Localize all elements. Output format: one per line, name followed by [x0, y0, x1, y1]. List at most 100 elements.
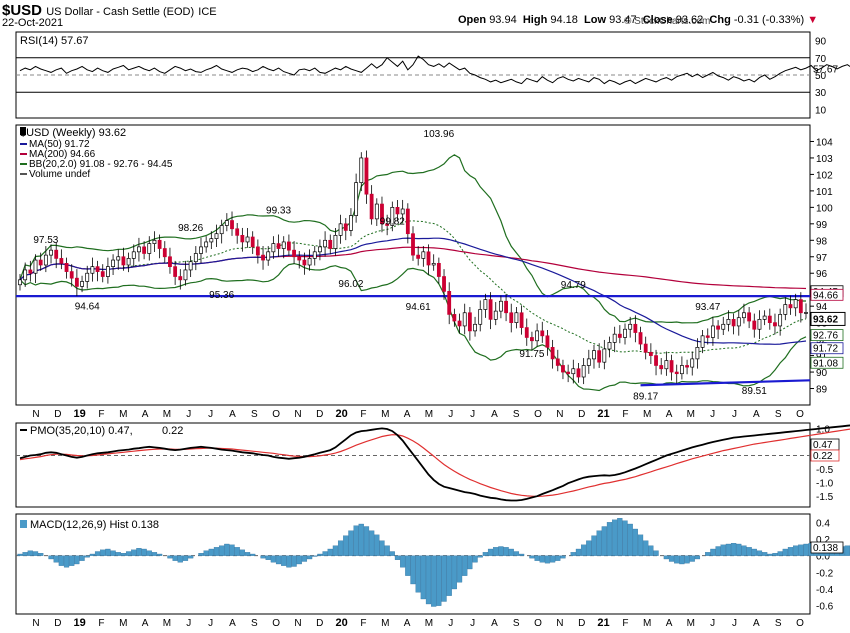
- macd-hist-bar: [291, 555, 297, 567]
- candle: [90, 257, 95, 282]
- x-axis-label: M: [687, 409, 695, 420]
- x-axis-label: M: [119, 409, 127, 420]
- candle-down: [168, 256, 172, 267]
- candle: [204, 236, 209, 253]
- candle: [405, 203, 410, 244]
- value-tag-box: [810, 288, 844, 301]
- candle-down: [255, 246, 260, 256]
- x-axis-label: N: [294, 618, 301, 629]
- pmo-signal-line: [19, 428, 850, 498]
- candle: [452, 308, 457, 327]
- candle: [602, 339, 607, 370]
- macd-hist-bar: [632, 528, 638, 556]
- macd-hist-bar: [544, 555, 551, 564]
- rsi-tick-label: 10: [815, 105, 827, 116]
- candle: [162, 241, 167, 263]
- candle-down: [230, 220, 234, 230]
- candle-up: [762, 315, 767, 320]
- candle: [224, 213, 229, 232]
- x-axis-label: O: [272, 618, 280, 629]
- candle: [607, 336, 612, 358]
- candle: [643, 336, 648, 360]
- candle-up: [354, 182, 359, 216]
- pmo-line: [19, 424, 850, 502]
- candle-down: [561, 365, 565, 373]
- candle: [773, 313, 777, 335]
- candle: [705, 328, 710, 345]
- candle-up: [106, 266, 110, 277]
- x-axis-label: N: [294, 409, 301, 420]
- candle: [617, 325, 622, 344]
- candle-down: [328, 239, 333, 249]
- candle-down: [343, 223, 348, 231]
- candle-up: [623, 328, 627, 338]
- macd-hist-bar: [482, 552, 489, 556]
- price-legend-icon: [20, 127, 26, 135]
- macd-hist-bar: [586, 540, 592, 556]
- candle-up: [499, 300, 503, 312]
- macd-hist-bar: [131, 549, 137, 556]
- trend-line: [640, 379, 811, 387]
- price-tick-label: 103: [816, 154, 833, 165]
- candle: [483, 293, 488, 318]
- x-axis-label: J: [208, 409, 213, 420]
- macd-hist-bar: [172, 555, 178, 561]
- price-tick-label: 100: [816, 203, 833, 214]
- candle: [131, 244, 136, 267]
- price-tick-label: 89: [816, 385, 828, 396]
- close-value: 93.62: [675, 14, 704, 26]
- candle: [385, 214, 390, 236]
- macd-hist-bar: [534, 555, 540, 561]
- macd-hist-bar: [751, 548, 757, 556]
- macd-hist-bar: [720, 544, 726, 556]
- macd-hist-bar: [234, 547, 240, 556]
- candle-up: [602, 348, 607, 363]
- pmo-legend: PMO(35,20,10) 0.47,: [30, 425, 133, 437]
- candle: [116, 249, 121, 270]
- price-annotation: 99.82: [380, 216, 405, 227]
- price-tick-label: 98: [816, 236, 828, 247]
- candle-up: [111, 259, 115, 267]
- macd-hist-bar: [725, 543, 732, 556]
- close-tag-box: [810, 311, 846, 326]
- candle: [281, 236, 286, 259]
- candle-up: [421, 251, 426, 259]
- candle-up: [245, 236, 250, 243]
- macd-hist-bar: [369, 530, 375, 556]
- value-tag-box: [810, 342, 844, 355]
- macd-hist-bar: [648, 545, 654, 556]
- macd-hist-bar: [637, 534, 644, 556]
- candle: [59, 249, 64, 270]
- candle: [555, 349, 560, 372]
- macd-hist-bar: [441, 555, 447, 602]
- candle: [364, 150, 369, 204]
- macd-hist-bar: [100, 549, 106, 556]
- rsi-tick-label: 90: [815, 37, 827, 48]
- macd-hist-bar: [431, 555, 437, 607]
- candle: [193, 246, 198, 271]
- rsi-legend: RSI(14) 57.67: [20, 35, 88, 47]
- candle-down: [643, 343, 648, 353]
- candle: [581, 358, 586, 385]
- macd-hist-bar: [89, 553, 96, 556]
- macd-hist-bar: [643, 540, 649, 556]
- candle-down: [504, 300, 508, 314]
- candle-up: [679, 365, 684, 375]
- candle-up: [199, 246, 203, 254]
- candle-up: [628, 323, 633, 330]
- candle-up: [33, 259, 38, 274]
- watermark: © StockCharts.com: [624, 16, 711, 27]
- macd-hist-bar: [79, 555, 85, 561]
- candle: [747, 307, 752, 329]
- candle-up: [224, 220, 229, 226]
- x-axis-label: A: [491, 618, 498, 629]
- candle: [519, 305, 524, 335]
- candle: [18, 274, 22, 291]
- overlay-legend-label: MA(200) 94.66: [29, 149, 96, 160]
- candle-up: [586, 358, 591, 366]
- candle-up: [478, 309, 483, 325]
- pmo-tick-label: -1.0: [816, 479, 834, 490]
- x-axis-label: N: [32, 409, 39, 420]
- x-axis-label: A: [666, 409, 673, 420]
